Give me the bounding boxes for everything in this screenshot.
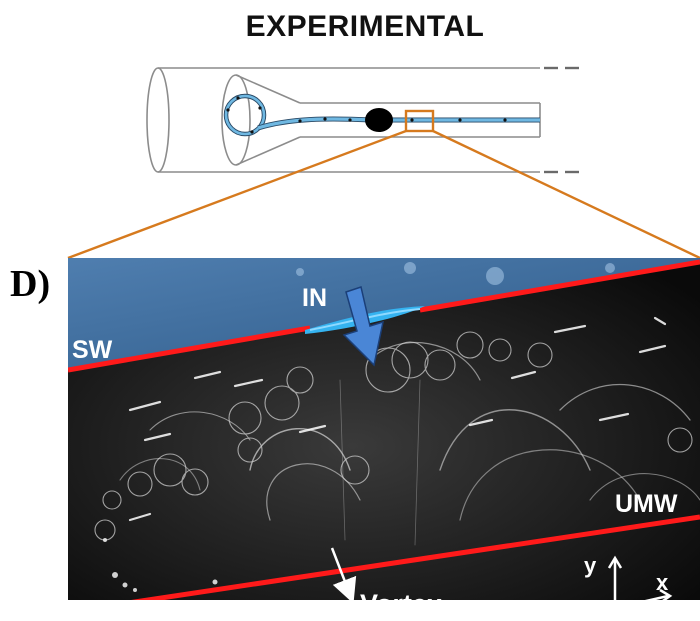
vortex-label: Vortex	[360, 589, 442, 619]
vortex-arrow	[330, 547, 357, 604]
sw-line-right	[419, 259, 700, 313]
particle-streaks	[119, 341, 700, 546]
zoom-box	[404, 109, 435, 133]
inflow-label: IN	[302, 284, 327, 312]
tube-schematic	[146, 66, 579, 174]
figure-title: EXPERIMENTAL	[245, 10, 485, 43]
umw-label: UMW	[615, 490, 678, 518]
axis-y-label: y	[584, 553, 597, 578]
bubbles	[94, 331, 693, 541]
short-dashes	[128, 316, 667, 522]
solid-wall-label: SW	[72, 336, 113, 364]
tube-continuation-dashes	[544, 66, 579, 174]
black-particle	[365, 108, 393, 132]
tube-inlet-rim	[146, 67, 170, 173]
inflow-arrow	[342, 286, 384, 367]
panel-label: D)	[10, 263, 51, 305]
micrograph-panel	[68, 258, 700, 600]
sw-line-left	[68, 325, 311, 373]
umw-line	[68, 514, 700, 600]
axis-indicator	[607, 555, 673, 610]
axis-x-label: x	[656, 570, 669, 595]
callout-lines	[67, 129, 700, 260]
